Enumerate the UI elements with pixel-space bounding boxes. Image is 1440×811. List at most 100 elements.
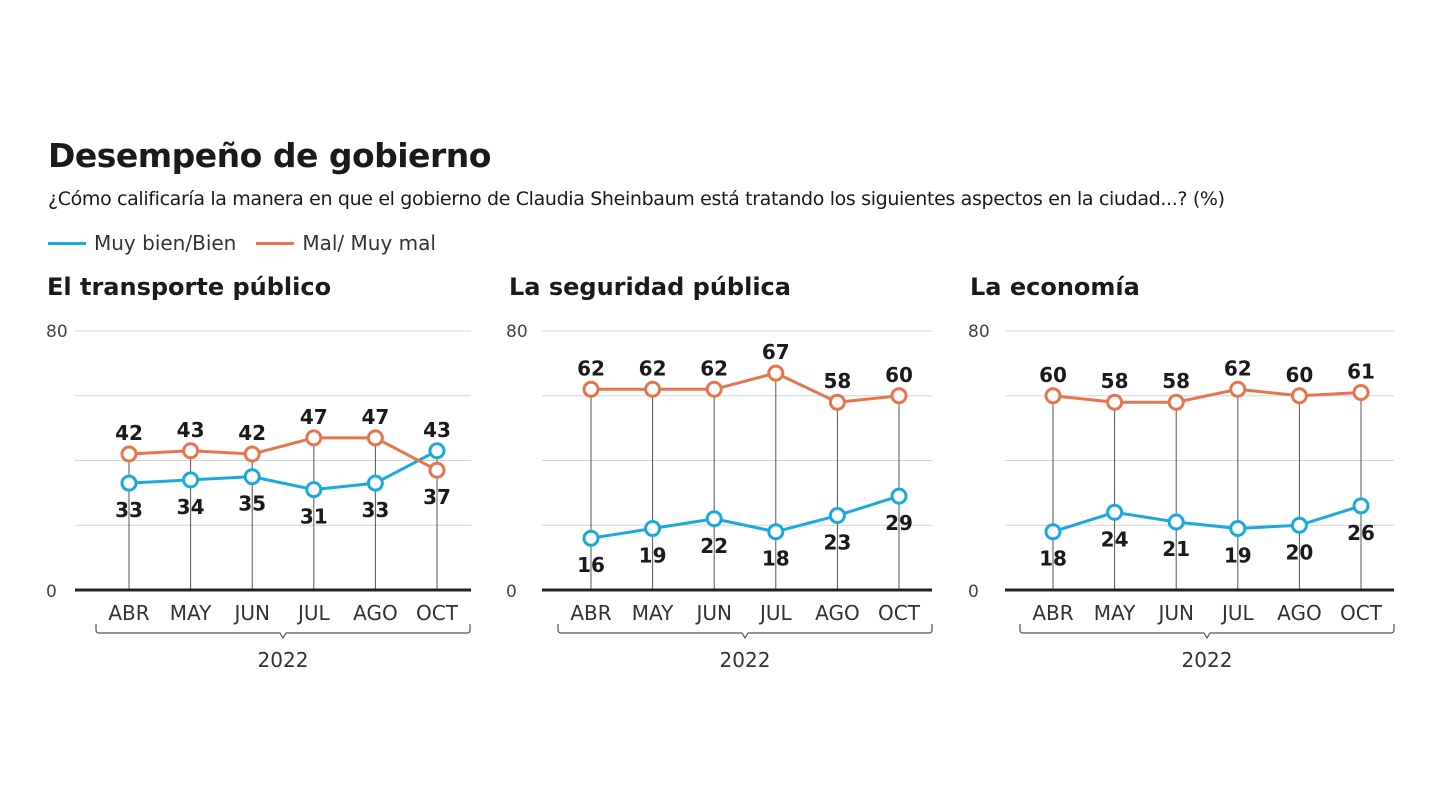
data-label: 42 [238, 421, 266, 445]
data-label: 23 [823, 531, 851, 555]
data-point [366, 474, 384, 492]
year-label: 2022 [1182, 648, 1233, 672]
data-point [243, 468, 261, 486]
x-tick-label: AGO [353, 601, 398, 625]
series-line [591, 371, 900, 404]
x-tick-label: MAY [632, 601, 674, 625]
data-point [120, 445, 138, 463]
data-label: 20 [1285, 540, 1313, 564]
data-label: 26 [1347, 521, 1375, 545]
legend-item-positive: Muy bien/Bien [48, 231, 236, 255]
x-tick-label: MAY [1094, 601, 1136, 625]
data-point [1229, 380, 1247, 398]
panel-title-transporte: El transporte público [47, 273, 332, 301]
data-point [890, 487, 908, 505]
data-point [182, 442, 200, 460]
legend-label-positive: Muy bien/Bien [94, 231, 237, 255]
year-bracket [95, 624, 471, 640]
year-label: 2022 [720, 648, 771, 672]
data-point [428, 461, 446, 479]
data-point [366, 429, 384, 447]
year-label: 2022 [258, 648, 309, 672]
data-point [582, 380, 600, 398]
series-line [1052, 504, 1362, 534]
data-label: 31 [300, 505, 328, 529]
data-point [890, 387, 908, 405]
y-tick-label: 80 [46, 322, 68, 342]
data-point [828, 393, 846, 411]
data-point [1167, 513, 1185, 531]
data-label: 34 [177, 495, 205, 519]
data-label: 42 [115, 421, 143, 445]
data-label: 33 [361, 498, 389, 522]
data-point [705, 510, 723, 528]
x-tick-label: JUN [1156, 601, 1194, 625]
data-point [305, 481, 323, 499]
series-mal-muy-mal: 62 62 62 67 58 60 [577, 340, 913, 411]
data-point [182, 471, 200, 489]
year-bracket [557, 624, 933, 640]
data-point [705, 380, 723, 398]
data-label: 43 [177, 418, 205, 442]
x-tick-label: JUL [758, 601, 793, 625]
y-tick-label: 80 [506, 322, 528, 342]
data-point [644, 519, 662, 537]
data-point [1290, 516, 1308, 534]
data-label: 24 [1101, 527, 1129, 551]
data-point [120, 474, 138, 492]
data-point [1229, 519, 1247, 537]
data-label: 62 [700, 356, 728, 380]
data-label: 33 [115, 498, 143, 522]
data-label: 35 [238, 492, 266, 516]
data-label: 21 [1162, 537, 1190, 561]
series-line [590, 494, 900, 540]
data-label: 62 [639, 356, 667, 380]
chart-subtitle: ¿Cómo calificaría la manera en que el go… [48, 188, 1225, 210]
y-tick-label: 80 [968, 322, 990, 342]
data-label: 29 [885, 511, 913, 535]
x-tick-label: ABR [1032, 601, 1073, 625]
data-label: 37 [423, 485, 451, 509]
data-point [1352, 384, 1370, 402]
x-tick-label: JUN [232, 601, 270, 625]
x-tick-label: OCT [878, 601, 921, 625]
data-label: 47 [300, 405, 328, 429]
x-tick-label: JUL [296, 601, 331, 625]
chart-panel-1: 0 80 ABR MAY JUN JUL AGO OCT 2022 33 34 35 31 33 43 42 4… [46, 322, 471, 672]
panel-title-economia: La economía [970, 273, 1140, 301]
y-tick-label: 0 [46, 582, 57, 602]
data-label: 61 [1347, 360, 1375, 384]
data-label: 58 [1101, 369, 1129, 393]
legend: Muy bien/Bien Mal/ Muy mal [48, 230, 456, 256]
data-label: 47 [361, 405, 389, 429]
data-point [1352, 497, 1370, 515]
data-label: 62 [577, 356, 605, 380]
panel-title-seguridad: La seguridad pública [509, 273, 791, 301]
x-tick-label: ABR [108, 601, 149, 625]
data-point [428, 442, 446, 460]
x-tick-label: MAY [170, 601, 212, 625]
series-line [128, 449, 438, 492]
data-label: 22 [700, 534, 728, 558]
data-label: 18 [762, 547, 790, 571]
chart-panel-3: 0 80 ABR MAY JUN JUL AGO OCT 2022 18 24 21 19 20 26 60 5… [968, 322, 1395, 672]
series-muy-bien-bien: 16 19 22 18 23 29 [577, 487, 913, 577]
data-point [305, 429, 323, 447]
series-muy-bien-bien: 33 34 35 31 33 43 [115, 418, 451, 529]
data-point [767, 364, 785, 382]
series-muy-bien-bien: 18 24 21 19 20 26 [1039, 497, 1375, 571]
x-tick-label: OCT [416, 601, 459, 625]
data-point [1106, 503, 1124, 521]
data-point [828, 507, 846, 525]
x-tick-label: ABR [570, 601, 611, 625]
data-point [1106, 393, 1124, 411]
data-point [243, 445, 261, 463]
legend-swatch-positive [48, 241, 86, 245]
series-mal-muy-mal: 60 58 58 62 60 61 [1039, 356, 1375, 411]
x-tick-label: AGO [815, 601, 860, 625]
data-label: 60 [1039, 363, 1067, 387]
series-line [1052, 387, 1362, 404]
data-label: 60 [1285, 363, 1313, 387]
